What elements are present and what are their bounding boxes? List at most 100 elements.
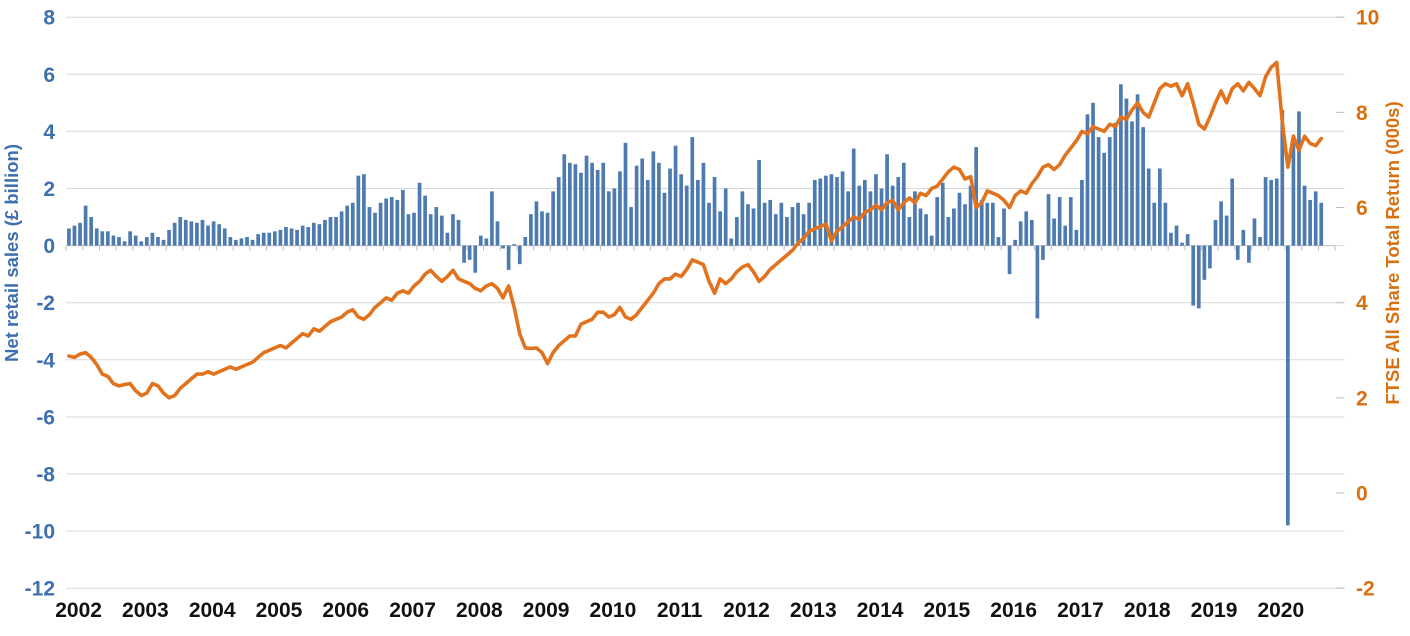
net-retail-sales-bar bbox=[907, 217, 912, 246]
net-retail-sales-bar bbox=[979, 199, 984, 246]
net-retail-sales-bar bbox=[1096, 137, 1101, 246]
right-axis-tick-label: 8 bbox=[1356, 102, 1368, 125]
net-retail-sales-bar bbox=[807, 202, 812, 246]
left-axis-tick-label: 2 bbox=[43, 178, 55, 201]
net-retail-sales-bar bbox=[139, 241, 144, 246]
net-retail-sales-bar bbox=[707, 202, 711, 246]
net-retail-sales-bar bbox=[1280, 109, 1285, 246]
net-retail-sales-bar bbox=[601, 162, 606, 246]
net-retail-sales-bar bbox=[651, 151, 656, 246]
net-retail-sales-bar bbox=[245, 237, 249, 246]
net-retail-sales-bar bbox=[1241, 229, 1246, 246]
net-retail-sales-bar bbox=[1274, 178, 1279, 246]
net-retail-sales-bar bbox=[1018, 221, 1023, 246]
net-retail-sales-bar bbox=[133, 235, 138, 246]
net-retail-sales-bar bbox=[206, 225, 210, 246]
net-retail-sales-bar bbox=[1119, 84, 1123, 246]
net-retail-sales-bar bbox=[974, 147, 979, 246]
net-retail-sales-bar bbox=[618, 171, 622, 246]
net-retail-sales-bar bbox=[701, 162, 706, 246]
net-retail-sales-bar bbox=[1007, 245, 1012, 275]
net-retail-sales-bar bbox=[289, 228, 294, 246]
net-retail-sales-bar bbox=[284, 227, 288, 246]
net-retail-sales-bar bbox=[1163, 202, 1168, 246]
net-retail-sales-bar bbox=[879, 188, 884, 246]
x-axis-year-label: 2009 bbox=[523, 599, 570, 622]
net-retail-sales-bar bbox=[1046, 194, 1051, 246]
x-axis-year-label: 2018 bbox=[1124, 599, 1171, 622]
net-retail-sales-bar bbox=[968, 185, 973, 246]
net-retail-sales-bar bbox=[1263, 177, 1268, 246]
net-retail-sales-bar bbox=[111, 235, 116, 246]
net-retail-sales-bar bbox=[106, 231, 110, 246]
net-retail-sales-bar bbox=[467, 245, 472, 260]
net-retail-sales-bar bbox=[311, 222, 316, 246]
net-retail-sales-bar bbox=[506, 245, 511, 270]
net-retail-sales-bar bbox=[846, 191, 850, 246]
net-retail-sales-bar bbox=[801, 214, 806, 246]
bar-series bbox=[67, 84, 1324, 526]
net-retail-sales-bar bbox=[1063, 225, 1068, 246]
net-retail-sales-bar bbox=[445, 232, 450, 246]
net-retail-sales-bar bbox=[1247, 245, 1251, 263]
net-retail-sales-bar bbox=[718, 211, 722, 246]
net-retail-sales-bar bbox=[395, 199, 400, 246]
net-retail-sales-bar bbox=[790, 207, 795, 246]
net-retail-sales-bar bbox=[1213, 219, 1218, 246]
net-retail-sales-bar bbox=[362, 174, 366, 246]
net-retail-sales-bar bbox=[913, 191, 917, 246]
net-retail-sales-bar bbox=[89, 217, 94, 246]
net-retail-sales-bar bbox=[473, 245, 478, 273]
net-retail-sales-bar bbox=[234, 239, 238, 246]
net-retail-sales-bar bbox=[1013, 239, 1017, 246]
net-retail-sales-bar bbox=[757, 159, 761, 246]
net-retail-sales-bar bbox=[378, 202, 383, 246]
net-retail-sales-bar bbox=[1029, 219, 1034, 246]
net-retail-sales-bar bbox=[796, 202, 800, 246]
net-retail-sales-bar bbox=[367, 207, 372, 246]
net-retail-sales-bar bbox=[417, 182, 422, 246]
net-retail-sales-bar bbox=[606, 191, 611, 246]
net-retail-sales-bar bbox=[746, 204, 750, 246]
x-axis-year-label: 2014 bbox=[857, 599, 904, 622]
net-retail-sales-bar bbox=[423, 195, 427, 246]
left-axis-tick-label: 0 bbox=[43, 235, 55, 258]
net-retail-sales-bar bbox=[345, 205, 350, 246]
right-axis-tick-label: 2 bbox=[1356, 387, 1368, 410]
net-retail-sales-bar bbox=[1302, 185, 1307, 246]
net-retail-sales-bar bbox=[412, 212, 416, 246]
net-retail-sales-bar bbox=[835, 177, 839, 246]
net-retail-sales-bar bbox=[779, 202, 784, 246]
net-retail-sales-bar bbox=[985, 202, 990, 246]
left-axis-tick-label: 6 bbox=[43, 64, 55, 87]
net-retail-sales-bar bbox=[640, 158, 645, 246]
net-retail-sales-bar bbox=[1041, 245, 1045, 260]
left-axis-tick-label: -4 bbox=[36, 349, 55, 372]
net-retail-sales-bar bbox=[183, 219, 188, 246]
net-retail-sales-bar bbox=[83, 205, 88, 246]
net-retail-sales-bar bbox=[211, 221, 216, 246]
net-retail-sales-bar bbox=[840, 171, 845, 246]
net-retail-sales-bar bbox=[300, 225, 305, 246]
net-retail-sales-bar bbox=[239, 238, 244, 246]
net-retail-sales-bar bbox=[673, 145, 678, 246]
axis-ticks bbox=[65, 16, 1345, 589]
net-retail-sales-bar bbox=[100, 231, 105, 246]
net-retail-sales-bar bbox=[1308, 199, 1312, 246]
net-retail-sales-bar bbox=[629, 207, 633, 246]
net-retail-sales-bar bbox=[434, 207, 439, 246]
net-retail-sales-bar bbox=[222, 228, 227, 246]
net-retail-sales-bar bbox=[350, 202, 355, 246]
x-axis-year-label: 2005 bbox=[256, 599, 303, 622]
net-retail-sales-bar bbox=[1113, 122, 1118, 246]
net-retail-sales-bar bbox=[690, 137, 695, 246]
net-retail-sales-bar bbox=[1174, 225, 1179, 246]
net-retail-sales-bar bbox=[684, 185, 689, 246]
x-axis-year-label: 2016 bbox=[990, 599, 1037, 622]
net-retail-sales-bar bbox=[1080, 179, 1084, 246]
net-retail-sales-bar bbox=[334, 217, 338, 246]
ftse-line bbox=[67, 60, 1324, 400]
net-retail-sales-bar bbox=[200, 219, 205, 246]
left-axis-tick-label: -12 bbox=[25, 578, 55, 601]
